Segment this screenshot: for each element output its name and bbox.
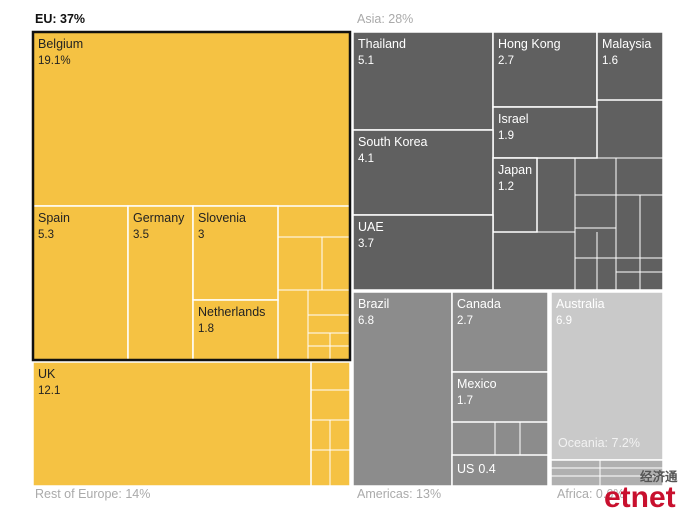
- tile: [352, 129, 494, 216]
- tile-value: 2.7: [498, 55, 514, 67]
- tile-value: 5.1: [358, 55, 374, 67]
- tile-value: 2.7: [457, 315, 473, 327]
- tile-value: 6.9: [556, 315, 572, 327]
- tile-value: 1.9: [498, 130, 514, 142]
- tile: [596, 31, 664, 101]
- tile-name: Slovenia: [198, 211, 246, 225]
- tile-name: Malaysia: [602, 37, 651, 51]
- small-tiles: [277, 99, 663, 486]
- tile: [451, 291, 549, 373]
- tile-value: 1.7: [457, 395, 473, 407]
- group-label: Americas: 13%: [357, 487, 441, 501]
- tile-value: 1.6: [602, 55, 618, 67]
- group-label: Asia: 28%: [357, 12, 413, 26]
- tile-value: 3: [198, 229, 204, 241]
- tile-name: Spain: [38, 211, 70, 225]
- tile-name: Canada: [457, 297, 501, 311]
- tile-value: 0.4: [478, 462, 495, 476]
- group-label: Africa: 0.6%: [557, 487, 624, 501]
- tile: [451, 454, 549, 487]
- watermark: 经济通: [640, 469, 678, 484]
- tile-name: Netherlands: [198, 305, 265, 319]
- watermark-logo: etnet: [604, 481, 676, 514]
- group-label: EU: 37%: [35, 12, 85, 26]
- tile-name: Mexico: [457, 377, 497, 391]
- tile-name: Thailand: [358, 37, 406, 51]
- eu-border: [31, 30, 352, 362]
- tile: [32, 31, 351, 207]
- tile: [127, 205, 194, 361]
- tile: [352, 291, 453, 487]
- tile: [32, 205, 129, 361]
- tile-name: UAE: [358, 220, 384, 234]
- tile-value: 5.3: [38, 229, 54, 241]
- tile-value: 3.7: [358, 238, 374, 250]
- tile-value: 3.5: [133, 229, 149, 241]
- tile: [451, 371, 549, 423]
- tile-value: 12.1: [38, 385, 60, 397]
- tile-name: Australia: [556, 297, 605, 311]
- tile: [32, 361, 312, 487]
- tile-name: Belgium: [38, 37, 83, 51]
- tile: [352, 31, 494, 131]
- tile: [550, 291, 664, 461]
- tile: [492, 157, 538, 233]
- tile-label: US 0.4: [457, 462, 496, 476]
- tile-name: US: [457, 462, 474, 476]
- tile: [352, 214, 494, 291]
- tile-value: 4.1: [358, 153, 374, 165]
- tile-value: 6.8: [358, 315, 374, 327]
- tile-name: UK: [38, 367, 56, 381]
- tile-value: 1.8: [198, 323, 214, 335]
- tile-name: Brazil: [358, 297, 389, 311]
- tile-value: 1.2: [498, 181, 514, 193]
- tile-name: South Korea: [358, 135, 428, 149]
- tile-value: 19.1%: [38, 55, 71, 67]
- tile-name: Germany: [133, 211, 185, 225]
- tile-name: Hong Kong: [498, 37, 561, 51]
- tile-name: Israel: [498, 112, 529, 126]
- tile-name: Japan: [498, 163, 532, 177]
- group-label: Oceania: 7.2%: [558, 436, 640, 450]
- group-label: Rest of Europe: 14%: [35, 487, 150, 501]
